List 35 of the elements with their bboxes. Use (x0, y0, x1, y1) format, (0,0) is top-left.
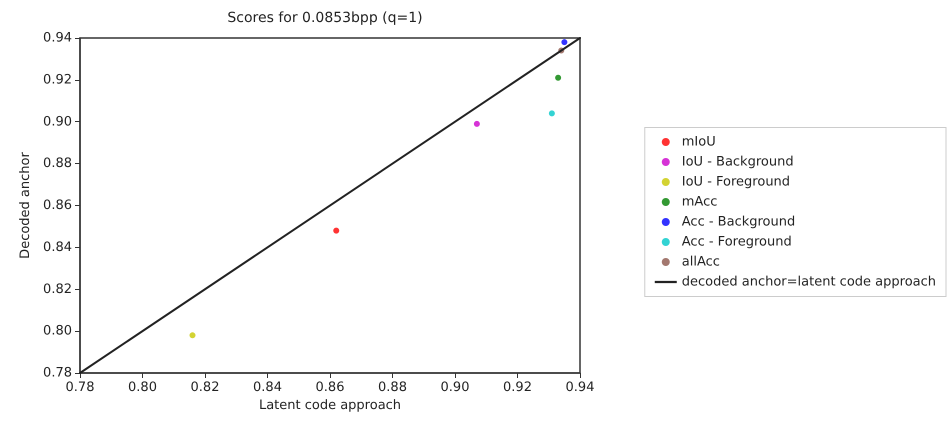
y-tick-label: 0.84 (43, 240, 72, 255)
point (333, 228, 340, 234)
x-tick-label: 0.84 (253, 380, 282, 395)
y-tick-label: 0.88 (43, 156, 72, 172)
chart-title: Scores for 0.0853bpp (q=1) (227, 10, 423, 26)
point (190, 332, 196, 338)
point (561, 39, 568, 46)
y-tick-label: 0.94 (43, 30, 72, 46)
legend-label: IoU - Background (682, 154, 794, 170)
legend-label: allAcc (682, 254, 720, 270)
x-tick-label: 0.80 (128, 380, 157, 395)
y-tick-label: 0.82 (43, 282, 72, 297)
legend-label: decoded anchor=latent code approach (682, 274, 936, 290)
x-tick-label: 0.94 (566, 380, 594, 395)
x-tick-label: 0.86 (316, 380, 344, 395)
y-axis-title: Decoded anchor (18, 152, 33, 259)
y-tick-label: 0.78 (43, 366, 72, 380)
x-axis-title: Latent code approach (258, 398, 402, 413)
x-tick-label: 0.78 (66, 380, 94, 395)
legend-label: IoU - Foreground (682, 174, 790, 190)
y-tick-label: 0.80 (43, 324, 72, 339)
x-tick-label: 0.82 (190, 380, 220, 395)
legend-label: mAcc (682, 194, 718, 210)
y-tick-label: 0.92 (43, 72, 72, 88)
x-tick-label: 0.88 (378, 380, 407, 395)
x-tick-label: 0.92 (503, 380, 532, 395)
legend-label: Acc - Foreground (682, 234, 792, 250)
point (474, 120, 480, 127)
y-tick-label: 0.90 (43, 114, 72, 130)
point (555, 74, 562, 81)
y-tick-label: 0.86 (43, 198, 72, 213)
legend-label: mIoU (682, 134, 716, 150)
x-tick-label: 0.90 (440, 380, 470, 395)
point (548, 110, 555, 116)
legend-label: Acc - Background (682, 214, 796, 230)
